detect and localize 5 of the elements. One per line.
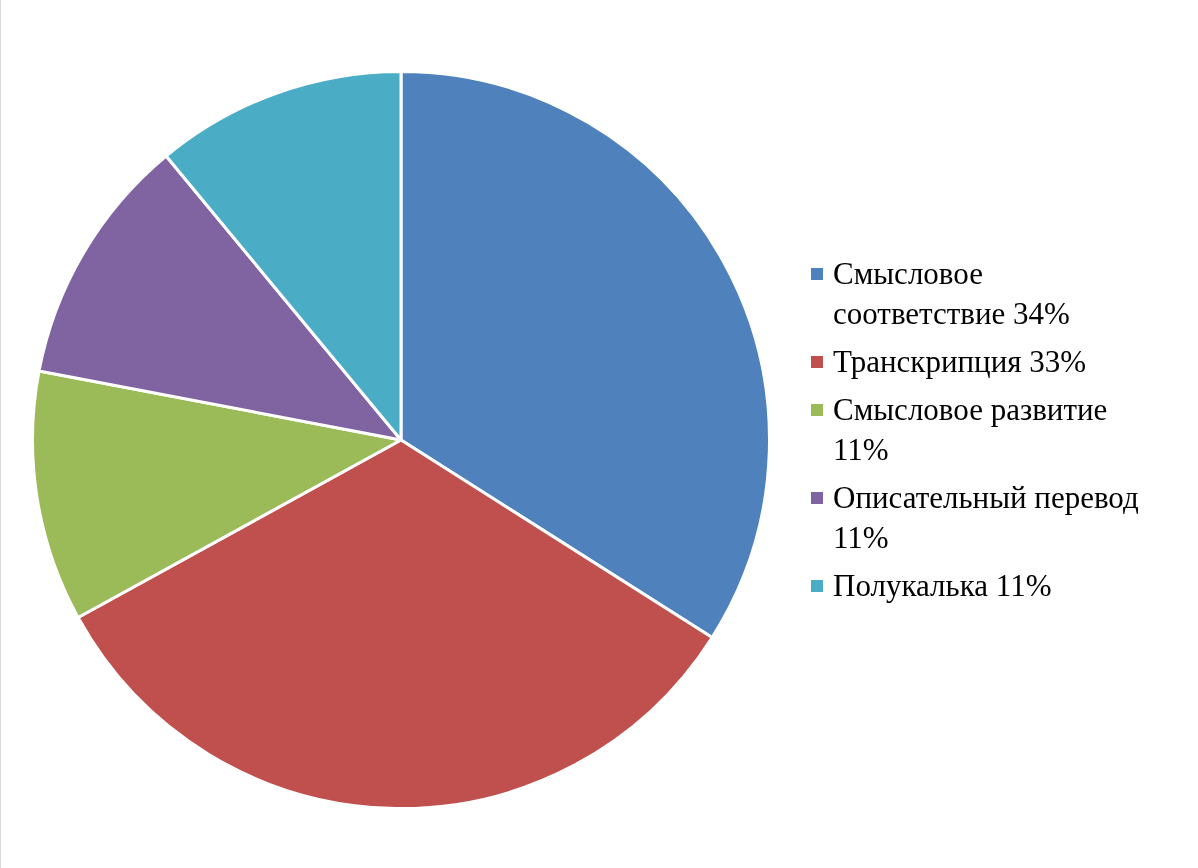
legend-label: Полукалька 11% <box>833 567 1052 605</box>
legend-label: Смысловое развитие 11% <box>833 391 1109 469</box>
legend-label: Смысловое соответствие 34% <box>833 255 1071 333</box>
legend-label: Транскрипция 33% <box>833 343 1087 381</box>
legend-label: Описательный перевод 11% <box>833 479 1140 557</box>
